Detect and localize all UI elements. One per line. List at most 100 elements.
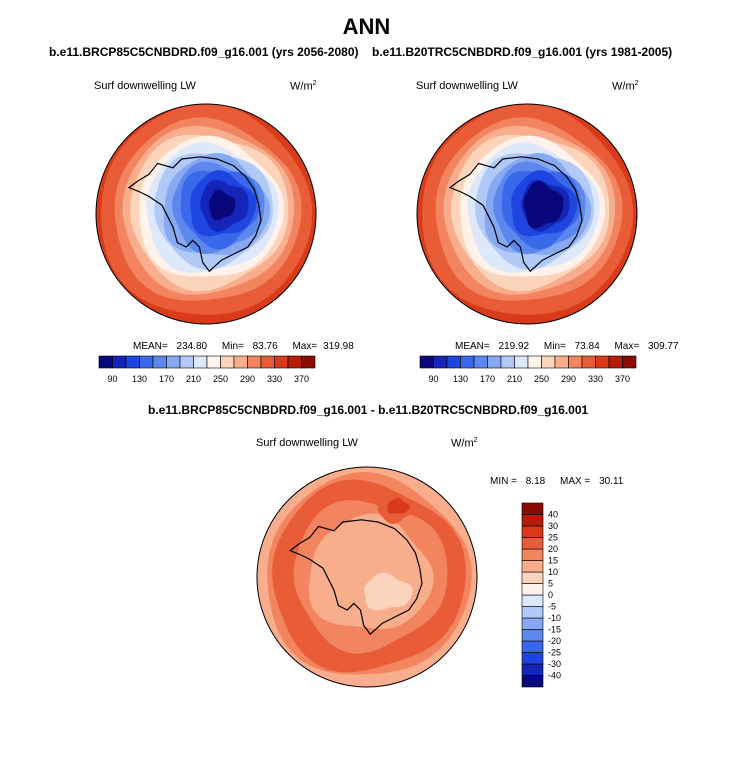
panel2-colorbar-swatch-1 <box>433 355 448 369</box>
panel1-map-border <box>95 103 317 325</box>
panel2-colorbar-tick-label: 370 <box>615 374 630 384</box>
panel2-colorbar-tick-label: 290 <box>561 374 576 384</box>
panel2-colorbar-swatch-8 <box>527 355 542 369</box>
panel1-colorbar-swatch-9 <box>220 355 235 369</box>
diff-colorbar-swatch-6 <box>521 606 544 619</box>
diff-units-label: W/m2 <box>451 437 478 450</box>
diff-colorbar-tick-label: 0 <box>548 590 553 600</box>
diff-colorbar-swatch-13 <box>521 525 544 538</box>
panel1-colorbar-swatch-14 <box>287 355 302 369</box>
panel2-colorbar-swatch-3 <box>460 355 475 369</box>
panel2-contour-fill-13 <box>523 180 564 229</box>
panel2-units-label: W/m2 <box>612 80 639 93</box>
diff-colorbar-swatch-0 <box>521 675 544 688</box>
diff-case-title: b.e11.BRCP85C5CNBDRD.f09_g16.001 - b.e11… <box>148 403 589 417</box>
panel1-colorbar-swatch-12 <box>260 355 275 369</box>
panel1-colorbar-swatch-4 <box>152 355 167 369</box>
diff-colorbar-tick-label: -5 <box>548 602 556 612</box>
panel1-colorbar-tick-label: 250 <box>213 374 228 384</box>
diff-colorbar-swatch-8 <box>521 583 544 596</box>
panel1-colorbar-tick-label: 130 <box>132 374 147 384</box>
diff-stats: MIN = 8.18 MAX = 30.11 <box>490 476 624 487</box>
diff-colorbar-tick-label: 25 <box>548 533 558 543</box>
panel2-colorbar-swatch-14 <box>608 355 623 369</box>
diff-colorbar-tick-label: 20 <box>548 544 558 554</box>
panel2-colorbar-swatch-9 <box>541 355 556 369</box>
panel1-colorbar-swatch-10 <box>233 355 248 369</box>
panel2-colorbar-tick-label: 330 <box>588 374 603 384</box>
panel2-case-title: b.e11.B20TRC5CNBDRD.f09_g16.001 (yrs 198… <box>372 45 673 59</box>
panel1-polar-map <box>95 103 317 325</box>
diff-colorbar-tick-label: -40 <box>548 671 561 681</box>
panel2-colorbar: 90 130 170 210 250 290 330 370 <box>419 355 637 384</box>
diff-colorbar-tick-label: -25 <box>548 648 561 658</box>
panel1-units-label: W/m2 <box>290 80 317 93</box>
diff-colorbar-tick-label: 10 <box>548 567 558 577</box>
panel2-colorbar-tick-label: 170 <box>480 374 495 384</box>
panel1-colorbar-tick-label: 290 <box>240 374 255 384</box>
diff-variable-label: Surf downwelling LW <box>256 437 358 449</box>
diff-colorbar-swatch-15 <box>521 502 544 515</box>
diff-colorbar-swatch-12 <box>521 537 544 550</box>
diff-colorbar-tick-label: 15 <box>548 556 558 566</box>
panel2-stats: MEAN= 219.92 Min= 73.84 Max= 309.77 <box>455 341 679 352</box>
diff-colorbar-tick-label: -20 <box>548 636 561 646</box>
panel1-case-title: b.e11.BRCP85C5CNBDRD.f09_g16.001 (yrs 20… <box>49 45 359 59</box>
diff-colorbar-swatch-14 <box>521 514 544 527</box>
panel2-colorbar-swatch-4 <box>473 355 488 369</box>
panel2-colorbar-swatch-11 <box>568 355 583 369</box>
diff-contour-fill-5 <box>364 572 413 611</box>
panel1-colorbar-swatch-15 <box>301 355 316 369</box>
diff-map-border <box>256 466 478 688</box>
panel2-coastline <box>448 156 583 273</box>
diff-colorbar-tick-label: -10 <box>548 613 561 623</box>
diff-colorbar-swatch-9 <box>521 571 544 584</box>
diff-colorbar-tick-label: -15 <box>548 625 561 635</box>
diff-colorbar-swatch-11 <box>521 548 544 561</box>
diff-colorbar-swatch-1 <box>521 663 544 676</box>
panel2-colorbar-swatch-0 <box>419 355 434 369</box>
panel2-colorbar-swatch-2 <box>446 355 461 369</box>
panel1-contour-fill-13 <box>208 189 236 221</box>
panel1-colorbar: 90 130 170 210 250 290 330 370 <box>98 355 316 384</box>
panel1-colorbar-swatch-1 <box>112 355 127 369</box>
panel2-map-border <box>416 103 638 325</box>
diff-colorbar-tick-label: 40 <box>548 510 558 520</box>
panel2-colorbar-tick-label: 210 <box>507 374 522 384</box>
panel2-colorbar-swatch-6 <box>500 355 515 369</box>
panel1-colorbar-swatch-5 <box>166 355 181 369</box>
panel2-variable-label: Surf downwelling LW <box>416 80 518 92</box>
diff-contour-fill-7 <box>387 497 410 514</box>
panel1-coastline <box>127 156 262 273</box>
panel1-colorbar-swatch-8 <box>206 355 221 369</box>
panel1-colorbar-swatch-11 <box>247 355 262 369</box>
panel2-colorbar-swatch-12 <box>581 355 596 369</box>
diff-colorbar-tick-label: -30 <box>548 659 561 669</box>
panel2-colorbar-tick-label: 250 <box>534 374 549 384</box>
panel1-colorbar-tick-label: 330 <box>267 374 282 384</box>
diff-colorbar-tick-label: 30 <box>548 521 558 531</box>
panel1-colorbar-tick-label: 170 <box>159 374 174 384</box>
panel1-colorbar-tick-label: 210 <box>186 374 201 384</box>
diff-colorbar-swatch-5 <box>521 617 544 630</box>
panel2-colorbar-swatch-13 <box>595 355 610 369</box>
panel2-colorbar-swatch-10 <box>554 355 569 369</box>
panel1-variable-label: Surf downwelling LW <box>94 80 196 92</box>
diff-colorbar-tick-label: 5 <box>548 579 553 589</box>
diff-colorbar-swatch-7 <box>521 594 544 607</box>
panel1-colorbar-swatch-13 <box>274 355 289 369</box>
panel2-colorbar-swatch-7 <box>514 355 529 369</box>
panel1-colorbar-swatch-3 <box>139 355 154 369</box>
panel1-colorbar-swatch-6 <box>179 355 194 369</box>
panel1-stats: MEAN= 234.80 Min= 83.76 Max= 319.98 <box>133 341 354 352</box>
panel1-colorbar-tick-label: 90 <box>107 374 117 384</box>
panel1-colorbar-swatch-0 <box>98 355 113 369</box>
page-title: ANN <box>342 14 391 39</box>
panel2-colorbar-swatch-5 <box>487 355 502 369</box>
diff-colorbar-swatch-10 <box>521 560 544 573</box>
panel2-colorbar-swatch-15 <box>622 355 637 369</box>
panel1-colorbar-swatch-2 <box>125 355 140 369</box>
panel2-colorbar-tick-label: 90 <box>428 374 438 384</box>
diff-colorbar-swatch-3 <box>521 640 544 653</box>
panel2-colorbar-tick-label: 130 <box>453 374 468 384</box>
